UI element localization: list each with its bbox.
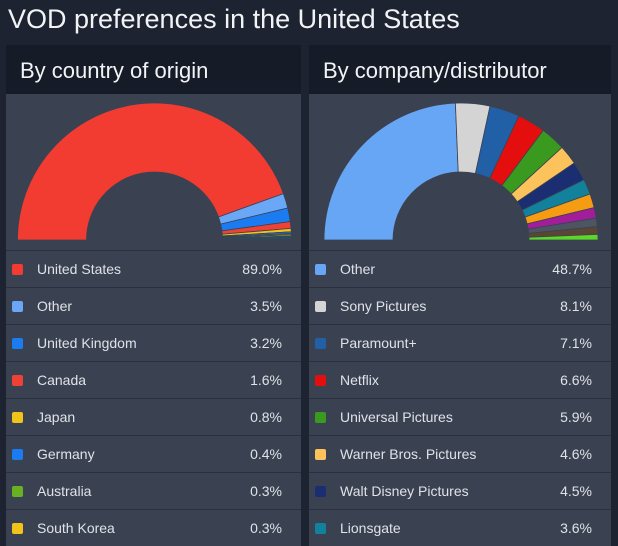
panel-country-of-origin: By country of origin United States 89.0% O… [6, 45, 301, 546]
legend-swatch [315, 337, 326, 349]
legend-swatch [12, 300, 23, 312]
legend-swatch [12, 485, 23, 497]
legend-value: 89.0% [242, 261, 282, 277]
legend-swatch [315, 485, 326, 497]
legend-value: 4.5% [560, 483, 592, 499]
legend-item[interactable]: Warner Bros. Pictures 4.6% [309, 436, 611, 473]
legend-item[interactable]: Lionsgate 3.6% [309, 510, 611, 546]
legend-label: Germany [37, 446, 95, 462]
legend-value: 3.6% [560, 520, 592, 536]
legend-value: 7.1% [560, 335, 592, 351]
legend-item[interactable]: Netflix 6.6% [309, 362, 611, 399]
legend-swatch [315, 374, 326, 386]
legend-value: 3.5% [250, 298, 282, 314]
legend-item[interactable]: Canada 1.6% [6, 362, 301, 399]
legend-swatch [12, 522, 23, 534]
legend-label: Walt Disney Pictures [340, 483, 469, 499]
legend-item[interactable]: United States 89.0% [6, 251, 301, 288]
legend-value: 0.3% [250, 483, 282, 499]
legend-label: Lionsgate [340, 520, 401, 536]
legend-label: Netflix [340, 372, 379, 388]
slice-other[interactable] [323, 102, 459, 241]
legend-value: 1.6% [250, 372, 282, 388]
legend-swatch [12, 374, 23, 386]
legend-value: 3.2% [250, 335, 282, 351]
legend-label: Other [340, 261, 376, 277]
legend-item[interactable]: Other 48.7% [309, 251, 611, 288]
legend-swatch [315, 263, 326, 275]
legend-item[interactable]: Universal Pictures 5.9% [309, 399, 611, 436]
legend-label: Other [37, 298, 73, 314]
legend-item[interactable]: Sony Pictures 8.1% [309, 288, 611, 325]
legend-list: Other 48.7% Sony Pictures 8.1% Paramount+ 7.1… [309, 251, 611, 546]
legend-label: Australia [37, 483, 92, 499]
legend-item[interactable]: Paramount+ 7.1% [309, 325, 611, 362]
legend-item[interactable]: Australia 0.3% [6, 473, 301, 510]
legend-swatch [315, 300, 326, 312]
legend-swatch [12, 263, 23, 275]
panel-title: By country of origin [6, 45, 301, 94]
legend-value: 48.7% [552, 261, 592, 277]
legend-swatch [12, 448, 23, 460]
legend-label: Sony Pictures [340, 298, 427, 314]
legend-label: Warner Bros. Pictures [340, 446, 477, 462]
legend-label: Paramount+ [340, 335, 417, 351]
half-donut-chart [6, 94, 301, 251]
legend-value: 0.4% [250, 446, 282, 462]
legend-item[interactable]: Walt Disney Pictures 4.5% [309, 473, 611, 510]
legend-item[interactable]: Germany 0.4% [6, 436, 301, 473]
legend-label: South Korea [37, 520, 115, 536]
legend-value: 4.6% [560, 446, 592, 462]
legend-value: 0.3% [250, 520, 282, 536]
legend-value: 6.6% [560, 372, 592, 388]
legend-swatch [315, 411, 326, 423]
legend-item[interactable]: Japan 0.8% [6, 399, 301, 436]
legend-label: United Kingdom [37, 335, 137, 351]
legend-item[interactable]: Other 3.5% [6, 288, 301, 325]
legend-swatch [12, 337, 23, 349]
legend-label: Universal Pictures [340, 409, 453, 425]
legend-label: Canada [37, 372, 87, 388]
legend-label: Japan [37, 409, 76, 425]
legend-value: 8.1% [560, 298, 592, 314]
page-title: VOD preferences in the United States [8, 4, 460, 34]
legend-item[interactable]: United Kingdom 3.2% [6, 325, 301, 362]
legend-list: United States 89.0% Other 3.5% United Kingdo… [6, 251, 301, 546]
legend-swatch [315, 448, 326, 460]
legend-label: United States [37, 261, 122, 277]
panel-title: By company/distributor [309, 45, 611, 94]
panel-company-distributor: By company/distributor Other 48.7% Sony Pi… [309, 45, 611, 546]
slice-unlisted-0[interactable] [222, 235, 292, 241]
legend-swatch [315, 522, 326, 534]
legend-swatch [12, 411, 23, 423]
legend-item[interactable]: South Korea 0.3% [6, 510, 301, 546]
legend-value: 5.9% [560, 409, 592, 425]
half-donut-chart [309, 94, 611, 251]
slice-unlisted-4[interactable] [528, 233, 599, 241]
legend-value: 0.8% [250, 409, 282, 425]
slice-united-states[interactable] [17, 102, 284, 241]
